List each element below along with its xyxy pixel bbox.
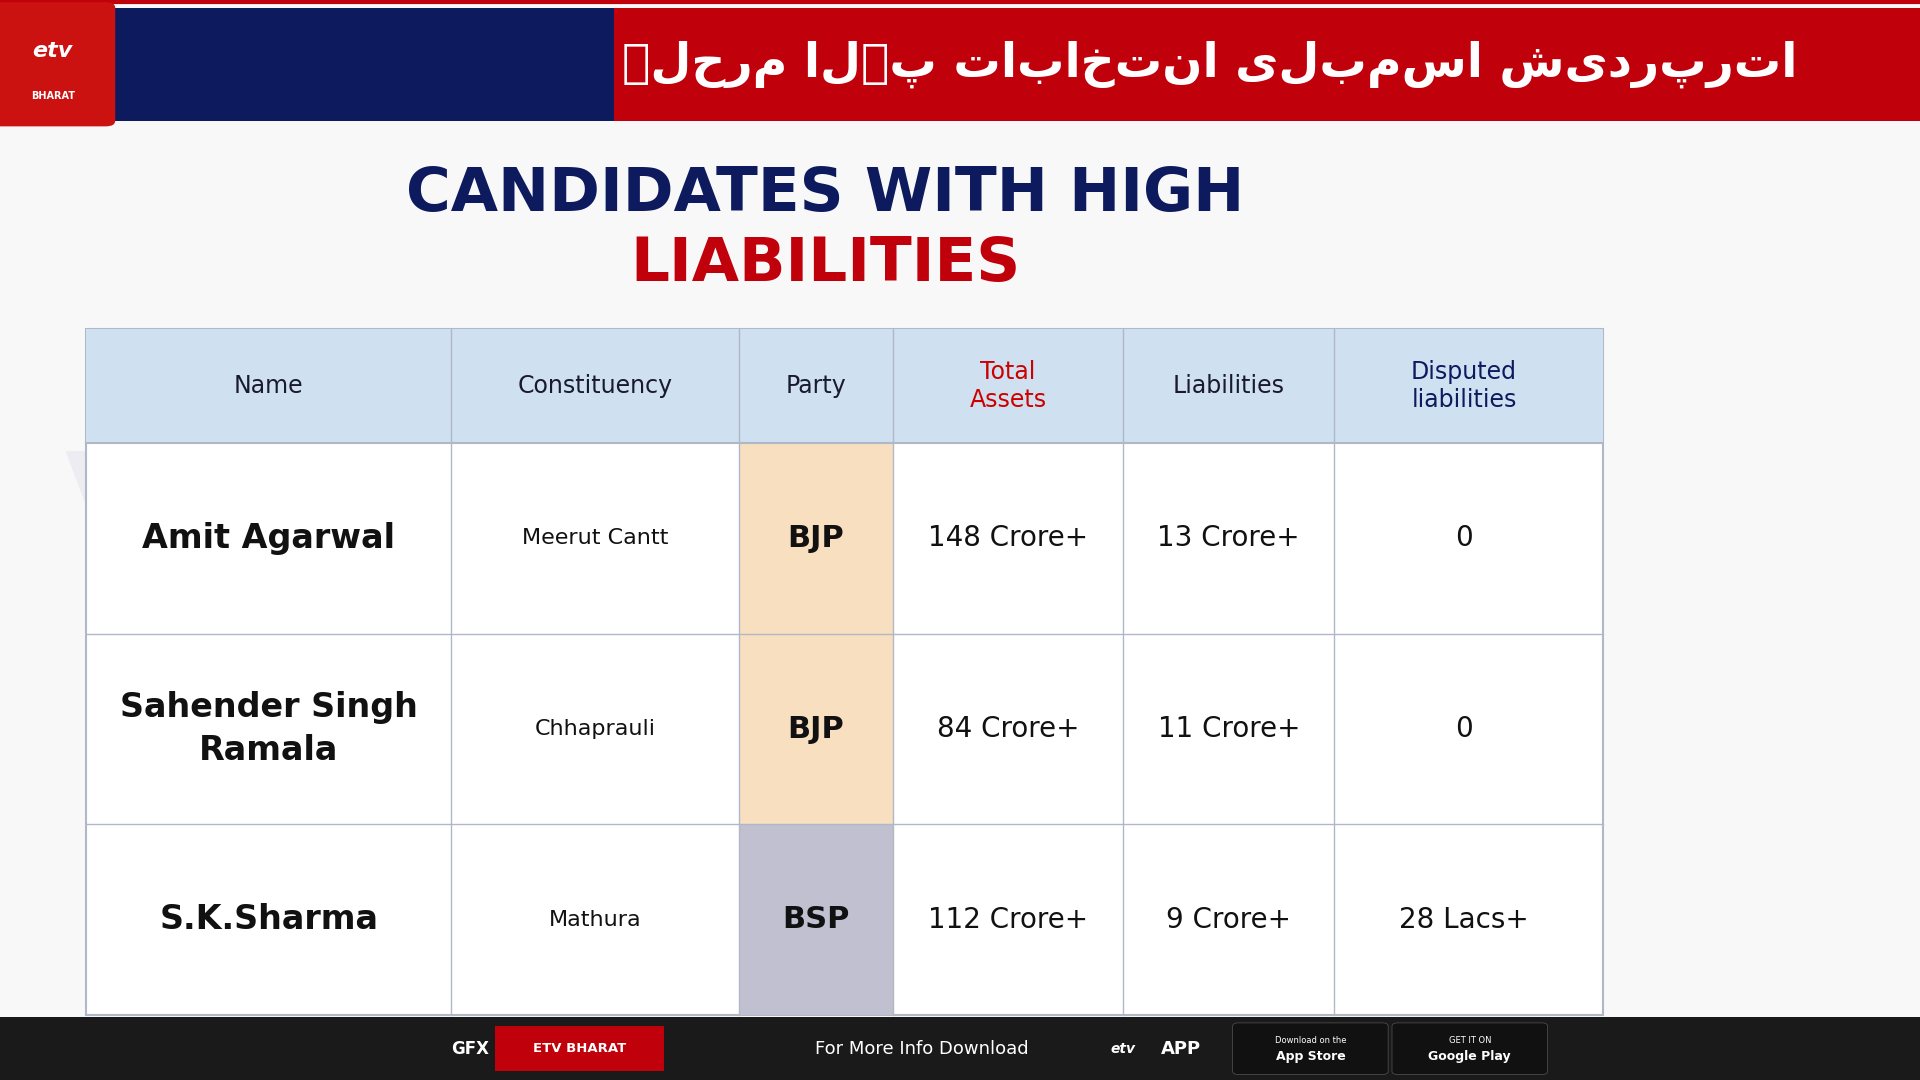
FancyBboxPatch shape	[86, 329, 1603, 1015]
Text: etv: etv	[33, 41, 73, 60]
Text: Name: Name	[234, 374, 303, 399]
Text: Disputed
liabilities: Disputed liabilities	[1411, 361, 1517, 411]
Text: APP: APP	[1162, 1040, 1200, 1057]
Text: VOTE: VOTE	[543, 447, 916, 568]
Text: BJP: BJP	[787, 524, 845, 553]
Text: GET IT ON: GET IT ON	[1448, 1036, 1492, 1044]
Text: LIABILITIES: LIABILITIES	[630, 235, 1021, 294]
Text: 148 Crore+: 148 Crore+	[927, 524, 1089, 552]
Text: App Store: App Store	[1275, 1050, 1346, 1063]
Text: 84 Crore+: 84 Crore+	[937, 715, 1079, 743]
Text: 0: 0	[1455, 524, 1473, 552]
Text: 28 Lacs+: 28 Lacs+	[1400, 906, 1528, 934]
FancyBboxPatch shape	[86, 329, 1603, 443]
Text: Chhaprauli: Chhaprauli	[534, 719, 657, 739]
FancyBboxPatch shape	[1233, 1023, 1388, 1075]
Text: Meerut Cantt: Meerut Cantt	[522, 528, 668, 549]
Text: Party: Party	[785, 374, 847, 399]
Text: BJP: BJP	[787, 715, 845, 743]
FancyBboxPatch shape	[739, 443, 893, 634]
Text: VOTE: VOTE	[870, 534, 1242, 654]
FancyBboxPatch shape	[739, 824, 893, 1015]
Text: 13 Crore+: 13 Crore+	[1158, 524, 1300, 552]
FancyBboxPatch shape	[106, 8, 614, 121]
Text: Sahender Singh
Ramala: Sahender Singh Ramala	[119, 691, 419, 767]
FancyBboxPatch shape	[495, 1026, 664, 1071]
Text: GFX: GFX	[451, 1040, 490, 1057]
Text: Liabilities: Liabilities	[1173, 374, 1284, 399]
Text: CANDIDATES WITH HIGH: CANDIDATES WITH HIGH	[407, 165, 1244, 224]
Text: BSP: BSP	[781, 905, 851, 934]
Text: S.K.Sharma: S.K.Sharma	[159, 903, 378, 936]
FancyBboxPatch shape	[1392, 1023, 1548, 1075]
Text: Amit Agarwal: Amit Agarwal	[142, 522, 396, 555]
Text: For More Info Download: For More Info Download	[814, 1040, 1029, 1057]
FancyBboxPatch shape	[0, 1017, 1920, 1080]
Text: Google Play: Google Play	[1428, 1050, 1511, 1063]
Text: Constituency: Constituency	[518, 374, 672, 399]
Text: ہلحرم الہپ تاباختنا یلبمسا شیدرپرتا: ہلحرم الہپ تاباختنا یلبمسا شیدرپرتا	[622, 41, 1797, 87]
Text: Mathura: Mathura	[549, 909, 641, 930]
FancyBboxPatch shape	[0, 2, 115, 126]
Text: etv: etv	[1110, 1042, 1137, 1055]
FancyBboxPatch shape	[614, 8, 1920, 121]
FancyBboxPatch shape	[739, 634, 893, 824]
Text: Download on the: Download on the	[1275, 1036, 1346, 1044]
Text: 112 Crore+: 112 Crore+	[927, 906, 1089, 934]
Text: ETV BHARAT: ETV BHARAT	[534, 1042, 626, 1055]
Text: BHARAT: BHARAT	[31, 91, 75, 102]
Text: 0: 0	[1455, 715, 1473, 743]
Text: Total
Assets: Total Assets	[970, 361, 1046, 411]
Text: VOTE: VOTE	[63, 447, 436, 568]
Text: 11 Crore+: 11 Crore+	[1158, 715, 1300, 743]
Text: 9 Crore+: 9 Crore+	[1165, 906, 1292, 934]
